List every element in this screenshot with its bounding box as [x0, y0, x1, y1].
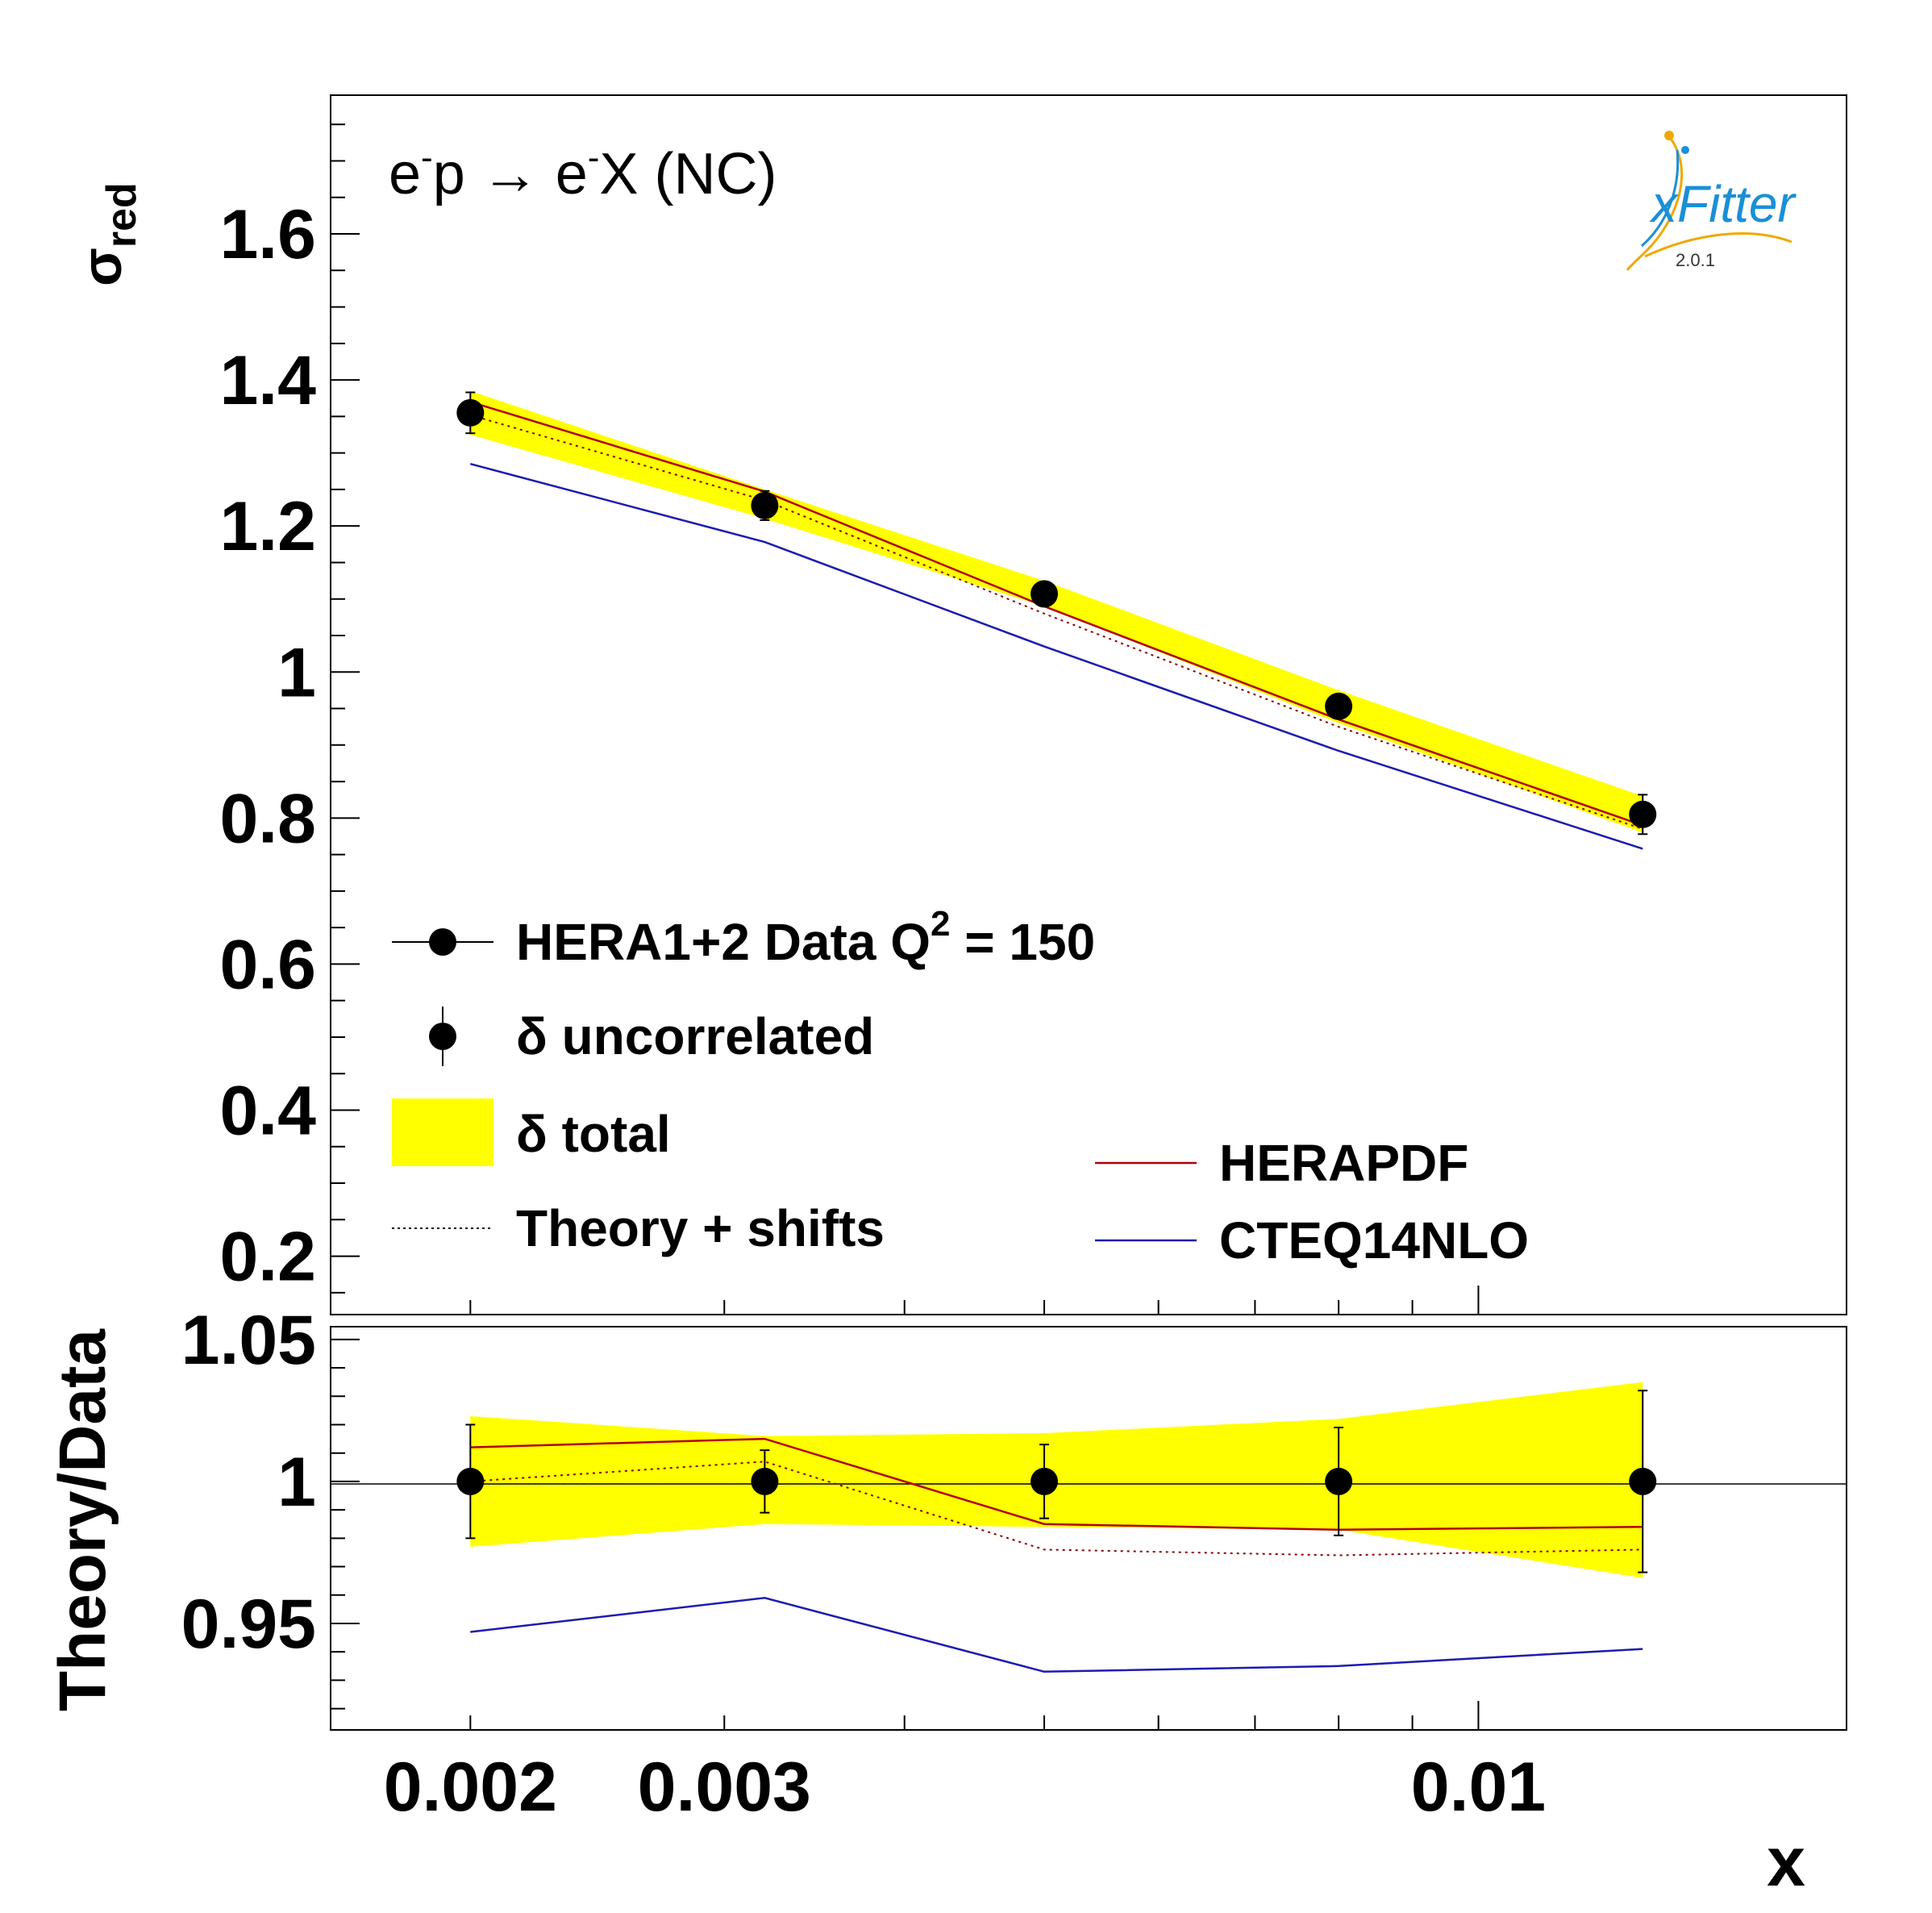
ratio-theory-shifts-line — [470, 1461, 1643, 1557]
xtick-label: 0.002 — [384, 1748, 557, 1826]
x-axis-label: x — [1767, 1823, 1805, 1901]
xtick-label: 0.01 — [1411, 1748, 1546, 1826]
main-ytick-label: 0.2 — [219, 1219, 316, 1296]
main-theory-shifts-line — [470, 414, 1643, 830]
ratio-ytick-label: 1 — [277, 1444, 316, 1521]
main-ytick-label: 0.6 — [219, 926, 316, 1003]
legend-total-label: δ total — [516, 1105, 671, 1163]
legend-unc-marker — [429, 1023, 456, 1050]
main-ylabel: σred — [70, 182, 145, 286]
axis-tick-labels: 0.2 0.4 0.6 0.8 1 1.2 1.4 1.6 0.95 1 1.05 0.002 0.00… — [181, 196, 1547, 1826]
ratio-ytick-label: 0.95 — [181, 1586, 316, 1663]
ratio-ytick-label: 1.05 — [181, 1302, 316, 1379]
ratio-theory-lines — [470, 1437, 1643, 1673]
legend-herapdf-label: HERAPDF — [1219, 1134, 1468, 1192]
xtick-label: 0.003 — [638, 1748, 811, 1826]
ratio-data-point — [751, 1467, 779, 1495]
xfitter-logo: xFitter 2.0.1 — [1626, 131, 1797, 271]
legend: HERA1+2 Data Q2 = 150 δ uncorrelated δ t… — [392, 904, 1529, 1269]
main-ytick-label: 1.6 — [219, 196, 316, 273]
legend-cteq-label: CTEQ14NLO — [1219, 1211, 1529, 1269]
legend-data-label: HERA1+2 Data Q2 = 150 — [516, 904, 1095, 971]
main-ytick-label: 1.4 — [219, 342, 316, 419]
logo-text: xFitter — [1649, 175, 1797, 233]
ratio-data-point — [456, 1467, 485, 1495]
main-data-point — [456, 398, 485, 427]
ratio-data-points — [456, 1390, 1657, 1573]
main-data-point — [1325, 692, 1353, 720]
axis-ticks — [331, 123, 1480, 1730]
logo-version: 2.0.1 — [1676, 250, 1715, 270]
legend-unc-label: δ uncorrelated — [516, 1007, 874, 1065]
main-ytick-label: 0.8 — [219, 780, 316, 857]
main-data-point — [1629, 800, 1657, 828]
logo-dot-icon-2 — [1681, 146, 1689, 154]
ratio-panel-frame — [330, 1326, 1847, 1731]
ratio-herapdf-line — [470, 1437, 1643, 1532]
ratio-data-point — [1629, 1467, 1657, 1495]
ratio-ylabel: Theory/Data — [46, 1328, 119, 1711]
main-data-point — [1031, 580, 1059, 608]
legend-band-swatch — [392, 1098, 493, 1166]
main-data-points — [456, 391, 1657, 836]
main-data-point — [751, 491, 779, 519]
logo-arc-icon — [1644, 232, 1793, 258]
ratio-data-point — [1325, 1467, 1353, 1495]
ratio-cteq14nlo-line — [470, 1597, 1643, 1673]
legend-data-marker — [429, 928, 456, 956]
main-cteq14nlo-line — [469, 462, 1643, 850]
logo-dot-icon — [1664, 131, 1674, 140]
ratio-data-point — [1031, 1467, 1059, 1495]
main-panel-frame — [330, 94, 1847, 1315]
logo-arrow-icon — [1641, 149, 1680, 248]
logo-swoosh-icon — [1626, 138, 1684, 271]
main-ylabel-sub: red — [98, 182, 145, 248]
legend-shift-label: Theory + shifts — [516, 1199, 885, 1257]
process-label: e-p → e-X (NC) — [389, 138, 777, 206]
main-ytick-label: 1 — [277, 634, 316, 711]
main-ytick-label: 0.4 — [219, 1072, 316, 1149]
main-ytick-label: 1.2 — [219, 488, 316, 565]
